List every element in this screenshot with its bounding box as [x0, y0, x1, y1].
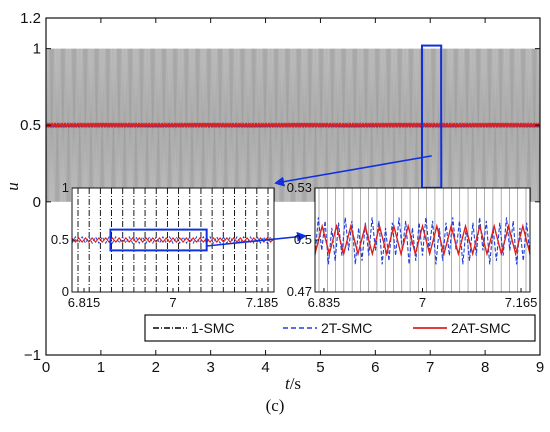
- inset2-2t-smc-line: [314, 217, 531, 265]
- y-axis-label: u: [3, 182, 22, 191]
- x-axis-label-var: t: [285, 374, 291, 393]
- inset2-y-tick-label: 0.5: [294, 232, 312, 247]
- inset2-y-tick-label: 0.53: [287, 180, 312, 195]
- caption-text: (c): [265, 396, 285, 415]
- inset1-y-tick-label: 0.5: [51, 232, 69, 247]
- legend-label: 2AT-SMC: [451, 320, 511, 336]
- x-tick-label: 1: [97, 359, 105, 376]
- y-tick-label: 1: [33, 41, 41, 58]
- figure-caption: (c): [0, 396, 550, 416]
- y-tick-label: 0.5: [20, 117, 41, 134]
- inset1-y-tick-label: 1: [62, 180, 69, 195]
- x-tick-label: 4: [261, 359, 269, 376]
- inset1-2t-smc-line: [71, 235, 275, 245]
- series-1-smc: [45, 48, 541, 202]
- y-tick-label: 1.2: [20, 10, 41, 27]
- x-tick-label: 8: [481, 359, 489, 376]
- x-tick-label: 9: [536, 359, 544, 376]
- inset2-y-tick-label: 0.47: [287, 284, 312, 299]
- axes-frame: [45, 17, 541, 356]
- x-tick-label: 0: [42, 359, 50, 376]
- series-2at-smc-line: [45, 122, 541, 129]
- series-1-smc-line: [45, 48, 541, 202]
- inset2-x-tick-label: 7.165: [505, 295, 538, 310]
- legend-box: [144, 314, 536, 342]
- inset1-x-tick-label: 7.185: [246, 295, 279, 310]
- zoom-arrow-1: [274, 155, 432, 187]
- inset2-x-tick-label: 7: [419, 295, 426, 310]
- x-tick-label: 2: [152, 359, 160, 376]
- inset1-2at-smc-line: [71, 237, 275, 243]
- x-tick-label: 6: [371, 359, 379, 376]
- series-2t-smc-line: [45, 123, 541, 128]
- inset1-y-tick-label: 0: [62, 284, 69, 299]
- zoom-arrow-2: [206, 231, 307, 247]
- inset2-2at-smc-line: [314, 223, 531, 257]
- inset2-x-tick-label: 6.835: [308, 295, 341, 310]
- y-tick-label: −1: [24, 347, 41, 364]
- inset1-x-tick-label: 6.815: [68, 295, 101, 310]
- x-axis-label-unit: /s: [290, 374, 301, 393]
- x-tick-label: 3: [206, 359, 214, 376]
- x-tick-label: 5: [316, 359, 324, 376]
- x-tick-label: 7: [426, 359, 434, 376]
- legend-label: 1-SMC: [191, 320, 235, 336]
- inset1-x-tick-label: 7: [169, 295, 176, 310]
- y-tick-label: 0: [33, 194, 41, 211]
- x-axis-label: t/s: [285, 374, 301, 393]
- zoom-box-inset1: [109, 228, 208, 252]
- inset2-area: [315, 188, 530, 292]
- inset1-area: [72, 188, 274, 292]
- legend-label: 2T-SMC: [321, 320, 372, 336]
